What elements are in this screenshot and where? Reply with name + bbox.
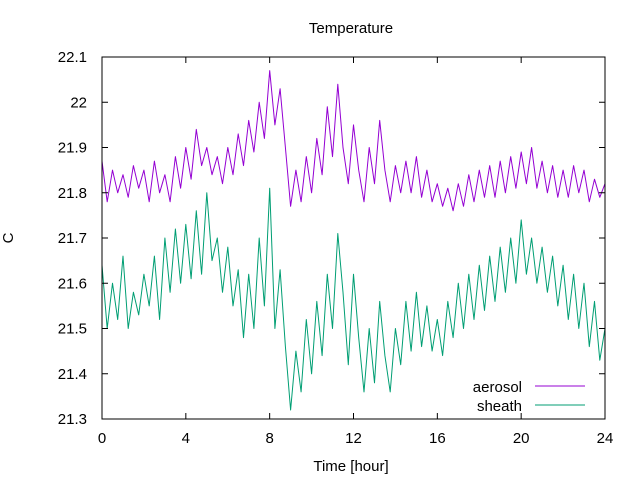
legend-label-sheath: sheath: [477, 398, 522, 415]
x-axis-label: Time [hour]: [313, 458, 388, 475]
y-tick-label: 21.8: [58, 185, 87, 202]
y-axis-label: C: [0, 232, 17, 243]
y-tick-label: 21.9: [58, 140, 87, 157]
y-tick-label: 21.4: [58, 366, 87, 383]
y-tick-label: 21.6: [58, 275, 87, 292]
series-layer: [101, 70, 606, 411]
series-line-sheath: [101, 187, 606, 411]
y-tick-label: 22.1: [58, 49, 87, 66]
x-tick-label: 20: [513, 430, 530, 447]
y-tick-label: 21.7: [58, 230, 87, 247]
x-tick-label: 8: [265, 430, 273, 447]
x-tick-label: 12: [345, 430, 362, 447]
plot-frame: [101, 56, 606, 420]
chart-title: Temperature: [309, 20, 393, 37]
x-tick-label: 0: [98, 430, 106, 447]
x-tick-label: 16: [429, 430, 446, 447]
y-tick-label: 21.5: [58, 321, 87, 338]
legend: aerosol sheath: [473, 379, 585, 415]
x-tick-label: 24: [597, 430, 614, 447]
y-tick-label: 22: [70, 94, 87, 111]
y-tick-label: 21.3: [58, 411, 87, 428]
legend-label-aerosol: aerosol: [473, 379, 522, 396]
x-tick-label: 4: [182, 430, 190, 447]
series-line-aerosol: [101, 70, 606, 212]
